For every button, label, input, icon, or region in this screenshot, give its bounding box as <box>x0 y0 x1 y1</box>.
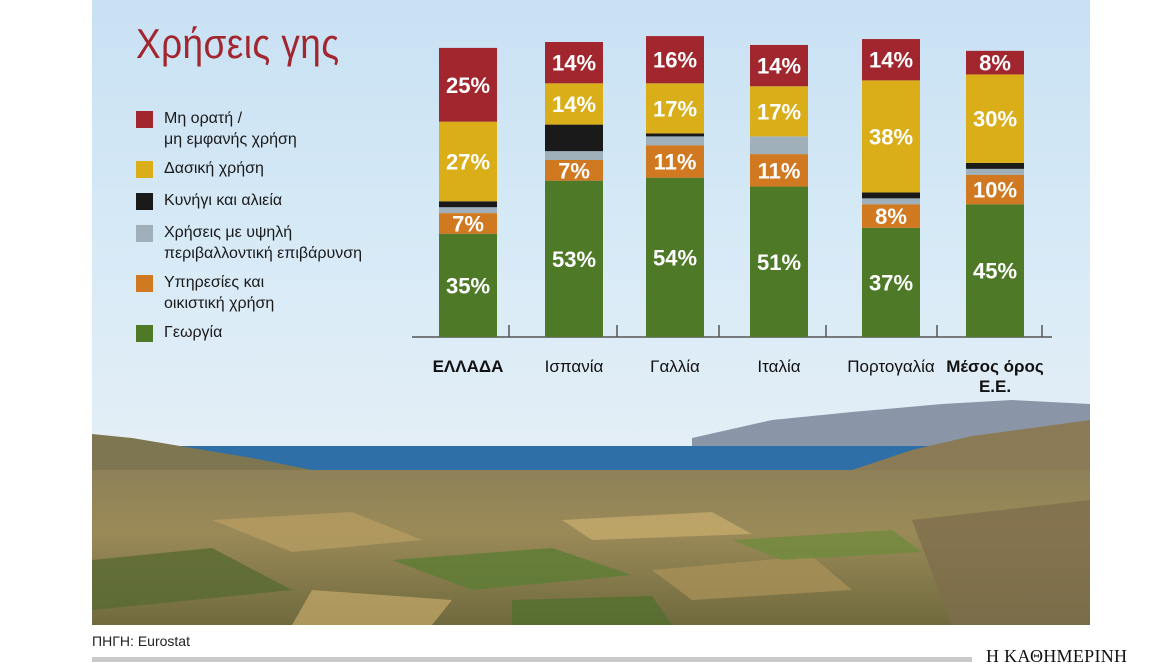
bar-segment <box>750 136 808 155</box>
bar-segment <box>439 201 497 208</box>
bar-value-label: 38% <box>869 124 913 149</box>
footer-divider <box>92 657 972 662</box>
bar-segment <box>439 233 497 337</box>
x-axis-category-label: Πορτογαλία <box>847 357 935 376</box>
bar-segment <box>646 136 704 146</box>
bar-segment <box>545 180 603 337</box>
bar-value-label: 14% <box>552 92 596 117</box>
bar-segment <box>439 121 497 202</box>
bar-value-label: 8% <box>875 204 907 229</box>
x-axis-category-label: Γαλλία <box>650 357 700 376</box>
bar-segment <box>646 145 704 178</box>
x-axis-category-label: ΕΛΛΑΔΑ <box>433 357 504 376</box>
legend-label: Δασική χρήση <box>164 160 264 177</box>
bar-value-label: 17% <box>757 99 801 124</box>
x-axis-category-label: Ε.Ε. <box>979 377 1011 396</box>
bar-value-label: 14% <box>552 51 596 76</box>
bar-segment <box>966 50 1024 75</box>
stacked-bar-chart: 35% 7% 27% 25% ΕΛΛΑΔΑ 53% 7% 14% 14% Ισπανία 54% 11… <box>412 36 1052 396</box>
bar-value-label: 51% <box>757 250 801 275</box>
chart-panel: Χρήσεις γης Μη ορατή / μη εμφανής χρήση Δ… <box>92 0 1090 625</box>
bar-value-label: 35% <box>446 273 490 298</box>
bar-value-label: 10% <box>973 178 1017 203</box>
bar-segment <box>862 227 920 337</box>
bar-segment <box>862 198 920 205</box>
bar-segment <box>545 151 603 160</box>
legend-swatch <box>136 225 153 242</box>
legend-item: Χρήσεις με υψηλή περιβαλλοντική επιβάρυν… <box>136 222 456 272</box>
legend-item: Υπηρεσίες και οικιστική χρήση <box>136 272 456 322</box>
bar-value-label: 25% <box>446 73 490 98</box>
bar-segment <box>646 133 704 137</box>
legend-label: Χρήσεις με υψηλή περιβαλλοντική επιβάρυν… <box>164 224 362 262</box>
bar-segment <box>966 162 1024 169</box>
x-axis-category-label: Μέσος όρος <box>946 357 1044 376</box>
legend-swatch <box>136 325 153 342</box>
bar-segment <box>966 74 1024 163</box>
bar-segment <box>966 168 1024 175</box>
bar-segment <box>439 47 497 122</box>
bar-segment <box>545 42 603 84</box>
bar-segment <box>646 36 704 84</box>
source-note: ΠΗΓΗ: Eurostat <box>92 633 190 649</box>
chart-title: Χρήσεις γης <box>136 20 340 67</box>
bar-segment <box>646 177 704 337</box>
bar-value-label: 54% <box>653 245 697 270</box>
legend-label: Κυνήγι και αλιεία <box>164 192 283 209</box>
bar-segment <box>545 124 603 152</box>
legend-swatch <box>136 111 153 128</box>
legend-label: Γεωργία <box>164 324 223 341</box>
bar-segment <box>862 39 920 81</box>
bar-segment <box>966 174 1024 205</box>
bar-segment <box>545 160 603 181</box>
legend-label: Μη ορατή / μη εμφανής χρήση <box>164 110 297 148</box>
bar-value-label: 14% <box>757 54 801 79</box>
bar-value-label: 45% <box>973 259 1017 284</box>
legend-item: Δασική χρήση <box>136 158 456 190</box>
bar-value-label: 11% <box>654 149 697 174</box>
bar-segment <box>862 192 920 199</box>
bar-segment <box>750 44 808 87</box>
bar-segment <box>862 80 920 193</box>
bar-segment <box>646 83 704 134</box>
bar-segment <box>862 204 920 228</box>
bar-segment <box>545 83 603 125</box>
bar-value-label: 27% <box>446 149 490 174</box>
bar-segment <box>966 204 1024 337</box>
bar-value-label: 17% <box>653 96 697 121</box>
bar-value-label: 7% <box>558 158 590 183</box>
bar-value-label: 30% <box>973 107 1017 132</box>
legend-swatch <box>136 275 153 292</box>
x-axis-category-label: Ισπανία <box>545 357 604 376</box>
bar-value-label: 53% <box>552 247 596 272</box>
legend-item: Γεωργία <box>136 322 456 354</box>
legend-swatch <box>136 193 153 210</box>
chart-legend: Μη ορατή / μη εμφανής χρήση Δασική χρήση Κ… <box>136 108 456 354</box>
bar-segment <box>750 86 808 137</box>
legend-item: Κυνήγι και αλιεία <box>136 190 456 222</box>
publisher-brand: Η ΚΑΘΗΜΕΡΙΝΗ <box>986 646 1128 666</box>
bar-value-label: 16% <box>653 48 697 73</box>
x-axis-category-label: Ιταλία <box>757 357 800 376</box>
bar-segment <box>439 213 497 234</box>
bar-value-label: 11% <box>758 158 801 183</box>
bar-segment <box>439 207 497 214</box>
legend-item: Μη ορατή / μη εμφανής χρήση <box>136 108 456 158</box>
bar-segment <box>750 186 808 337</box>
bar-value-label: 8% <box>979 51 1011 76</box>
bar-value-label: 37% <box>869 270 913 295</box>
legend-swatch <box>136 161 153 178</box>
bar-segment <box>750 154 808 187</box>
bar-value-label: 7% <box>452 211 484 236</box>
bar-value-label: 14% <box>869 48 913 73</box>
legend-label: Υπηρεσίες και οικιστική χρήση <box>164 274 275 312</box>
